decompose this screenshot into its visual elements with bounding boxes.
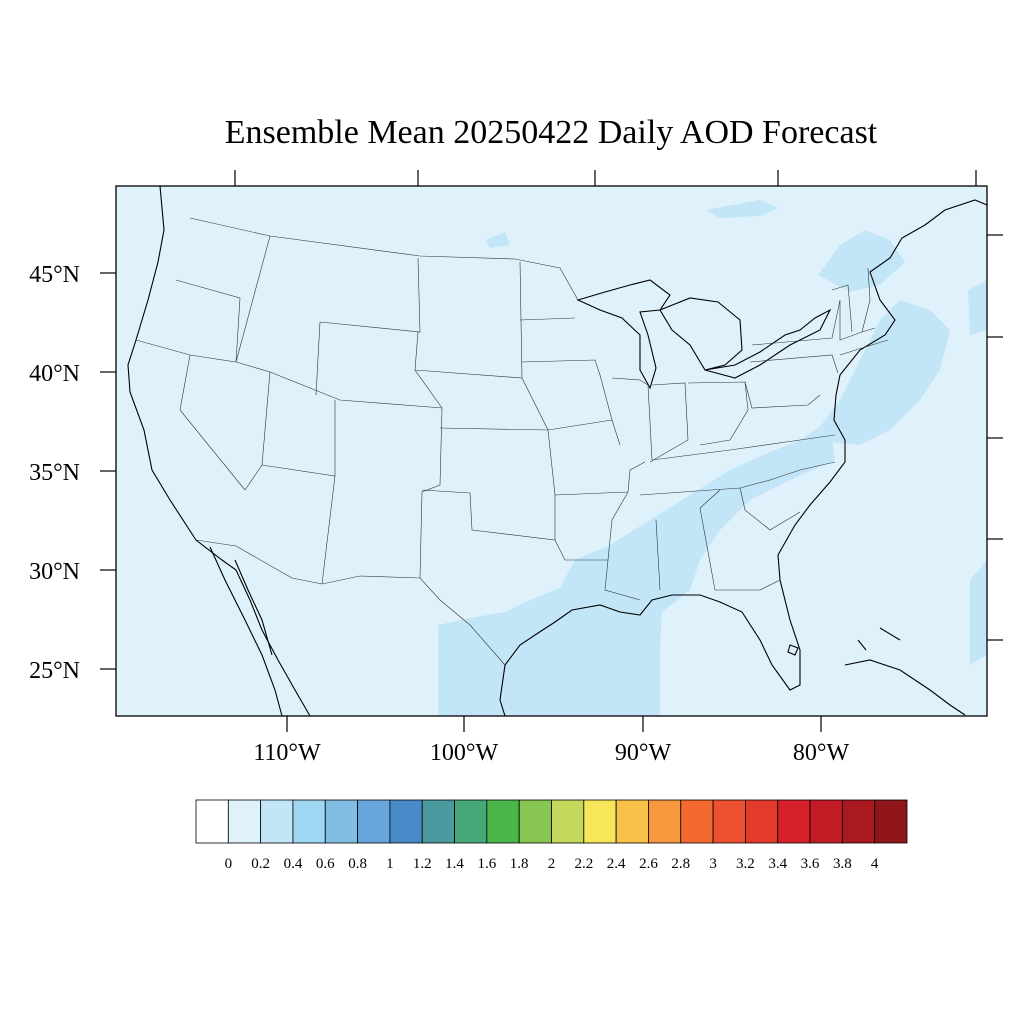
us-coastline [127, 185, 988, 717]
lat-label: 40°N [29, 361, 80, 387]
colorbar-swatch [260, 799, 294, 844]
map-title: Ensemble Mean 20250422 Daily AOD Forecas… [225, 114, 878, 151]
lon-label: 80°W [793, 740, 850, 766]
latitude-labels: 45°N 40°N 35°N 30°N 25°N [29, 262, 80, 684]
lat-label: 45°N [29, 262, 80, 288]
lat-label: 35°N [29, 460, 80, 486]
colorbar-swatches [195, 799, 908, 844]
map-frame [115, 185, 988, 717]
map-ticks [100, 170, 1003, 732]
map-panel: 45°N 40°N 35°N 30°N 25°N 110°W 100°W 90°… [29, 170, 1003, 766]
colorbar-label: 3 [709, 856, 717, 872]
lat-label: 25°N [29, 658, 80, 684]
colorbar-swatch [389, 799, 423, 844]
aod-plume-michigan [485, 232, 510, 248]
colorbar-swatch [841, 799, 876, 844]
colorbar-swatch [551, 799, 585, 844]
colorbar-label: 4 [871, 856, 879, 872]
colorbar-swatch [195, 799, 229, 844]
colorbar-label: 1.4 [445, 856, 464, 872]
aod-plume-ocean-east [968, 280, 987, 335]
aod-plume-atlantic [810, 300, 950, 445]
border-east [611, 377, 836, 591]
colorbar: 0 0.2 0.4 0.6 0.8 1 1.2 1.4 1.6 1.8 2 2.2 2.4 2.6 2.8 3… [195, 799, 908, 872]
colorbar-label: 2.8 [671, 856, 690, 872]
colorbar-swatch [454, 799, 488, 844]
border-wa-or-id [135, 235, 271, 363]
colorbar-swatch [777, 799, 811, 844]
colorbar-label: 1 [386, 856, 394, 872]
aod-plumes [438, 200, 987, 716]
colorbar-label: 2.6 [639, 856, 658, 872]
border-mexico-us [195, 539, 506, 666]
colorbar-swatch [292, 799, 326, 844]
colorbar-label: 0 [225, 856, 233, 872]
colorbar-swatch [421, 799, 455, 844]
border-ca-nv-az [179, 354, 271, 491]
baja-california [209, 546, 283, 717]
colorbar-swatch [648, 799, 682, 844]
colorbar-label: 3.2 [736, 856, 755, 872]
border-central [439, 317, 646, 601]
colorbar-labels: 0 0.2 0.4 0.6 0.8 1 1.2 1.4 1.6 1.8 2 2.2 2.4 2.6 2.8 3… [225, 856, 879, 872]
colorbar-swatch [615, 799, 649, 844]
colorbar-swatch [874, 799, 908, 844]
lon-label: 100°W [430, 740, 499, 766]
state-borders [135, 217, 889, 666]
colorbar-swatch [518, 799, 552, 844]
longitude-labels: 110°W 100°W 90°W 80°W [253, 740, 849, 766]
colorbar-label: 0.8 [348, 856, 367, 872]
colorbar-swatch [583, 799, 617, 844]
colorbar-swatch [227, 799, 262, 844]
colorbar-label: 2.4 [607, 856, 626, 872]
colorbar-swatch [486, 799, 520, 844]
aod-plume-ocean-south [970, 560, 987, 665]
colorbar-swatch [324, 799, 358, 844]
colorbar-swatch [745, 799, 779, 844]
aod-plume-canada [705, 200, 778, 218]
colorbar-label: 0.4 [284, 856, 303, 872]
colorbar-label: 2.2 [574, 856, 593, 872]
coastline-outlines [127, 185, 988, 717]
colorbar-label: 1.6 [477, 856, 496, 872]
florida-lakes [787, 644, 799, 656]
colorbar-label: 0.2 [251, 856, 270, 872]
lon-label: 110°W [253, 740, 321, 766]
colorbar-swatch [680, 799, 714, 844]
colorbar-label: 3.4 [768, 856, 787, 872]
colorbar-label: 3.8 [833, 856, 852, 872]
great-lakes [576, 279, 832, 390]
colorbar-swatch [809, 799, 843, 844]
colorbar-label: 2 [548, 856, 556, 872]
border-canada-us [189, 217, 579, 301]
aod-plume-northeast [818, 230, 905, 292]
colorbar-label: 0.6 [316, 856, 335, 872]
border-mountain [261, 257, 556, 585]
colorbar-label: 3.6 [801, 856, 820, 872]
cuba-bahamas [844, 627, 966, 716]
colorbar-label: 1.2 [413, 856, 432, 872]
lat-label: 30°N [29, 559, 80, 585]
border-northeast [744, 267, 889, 409]
colorbar-swatch [357, 799, 391, 844]
lon-label: 90°W [615, 740, 672, 766]
colorbar-label: 1.8 [510, 856, 529, 872]
aod-plume-gulf [438, 420, 835, 716]
colorbar-swatch [712, 799, 746, 844]
